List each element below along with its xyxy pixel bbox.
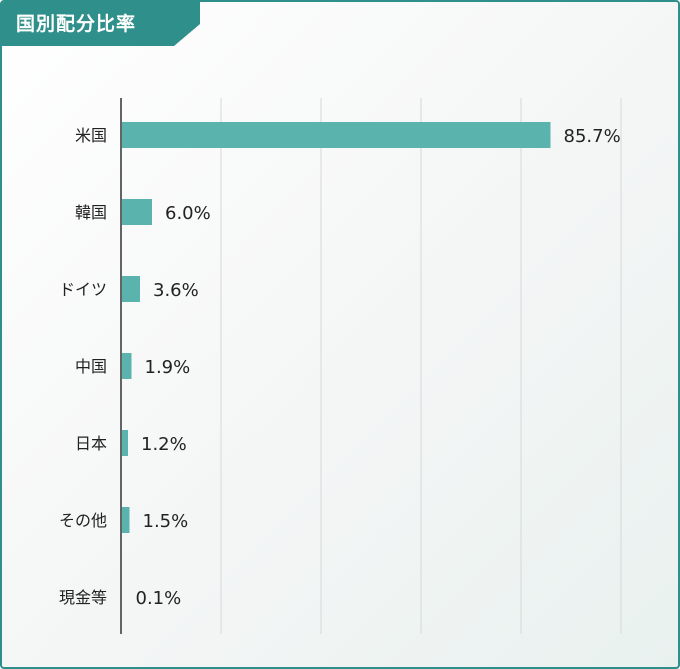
bar — [122, 199, 152, 225]
bar — [122, 122, 551, 148]
value-label: 0.1% — [136, 588, 182, 609]
value-label: 1.9% — [145, 357, 191, 378]
value-label: 3.6% — [153, 280, 199, 301]
category-label: 韓国 — [75, 203, 107, 222]
labels: 米国 85.7% 韓国 6.0% ドイツ 3.6% 中国 1.9% 日本 1.2% その他 1.5% 現… — [59, 126, 621, 609]
bar — [122, 430, 128, 456]
value-label: 1.2% — [141, 434, 187, 455]
chart-title: 国別配分比率 — [2, 2, 200, 46]
value-label: 85.7% — [564, 126, 621, 147]
value-label: 1.5% — [143, 511, 189, 532]
bars — [122, 122, 551, 533]
value-label: 6.0% — [165, 203, 211, 224]
bar — [122, 276, 140, 302]
category-label: 日本 — [75, 434, 107, 453]
grid-lines — [220, 98, 622, 634]
bar — [122, 353, 132, 379]
category-label: 米国 — [75, 126, 107, 145]
category-label: その他 — [59, 511, 107, 530]
bar — [122, 507, 130, 533]
category-label: ドイツ — [59, 280, 107, 299]
category-label: 現金等 — [59, 588, 107, 607]
category-label: 中国 — [75, 357, 107, 376]
